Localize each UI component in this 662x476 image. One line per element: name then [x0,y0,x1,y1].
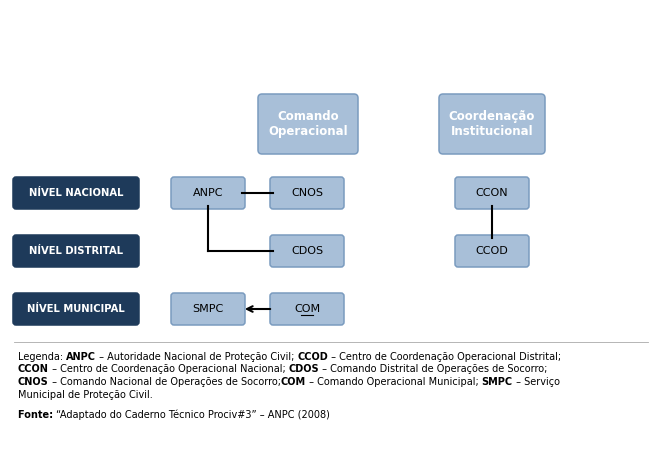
FancyBboxPatch shape [13,293,139,325]
FancyBboxPatch shape [13,177,139,209]
Text: CNOS: CNOS [18,377,49,387]
Text: – Comando Distrital de Operações de Socorro;: – Comando Distrital de Operações de Soco… [319,365,547,375]
Text: Fonte:: Fonte: [18,410,56,420]
FancyBboxPatch shape [439,94,545,154]
Text: Coordenação
Institucional: Coordenação Institucional [449,110,535,138]
Text: CNOS: CNOS [291,188,323,198]
Text: – Autoridade Nacional de Proteção Civil;: – Autoridade Nacional de Proteção Civil; [96,352,298,362]
Text: CCON: CCON [476,188,508,198]
Text: CCON: CCON [18,365,49,375]
Text: SMPC: SMPC [482,377,513,387]
Text: Legenda:: Legenda: [18,352,66,362]
Text: SMPC: SMPC [193,304,224,314]
FancyBboxPatch shape [171,177,245,209]
Text: – Comando Nacional de Operações de Socorro;: – Comando Nacional de Operações de Socor… [49,377,281,387]
FancyBboxPatch shape [171,293,245,325]
FancyBboxPatch shape [455,235,529,267]
FancyBboxPatch shape [270,235,344,267]
Text: – Centro de Coordenação Operacional Nacional;: – Centro de Coordenação Operacional Naci… [49,365,289,375]
Text: ANPC: ANPC [193,188,223,198]
Text: – Centro de Coordenação Operacional Distrital;: – Centro de Coordenação Operacional Dist… [328,352,561,362]
Text: NÍVEL MUNICIPAL: NÍVEL MUNICIPAL [27,304,125,314]
FancyBboxPatch shape [270,293,344,325]
Text: COM: COM [294,304,320,314]
Text: CCOD: CCOD [475,246,508,256]
Text: – Serviço: – Serviço [513,377,560,387]
Text: “Adaptado do Caderno Técnico Prociv#3” – ANPC (2008): “Adaptado do Caderno Técnico Prociv#3” –… [56,410,330,420]
Text: COM: COM [281,377,306,387]
Text: CDOS: CDOS [291,246,323,256]
Text: CCOD: CCOD [298,352,328,362]
FancyBboxPatch shape [270,177,344,209]
Text: – Comando Operacional Municipal;: – Comando Operacional Municipal; [306,377,482,387]
Text: CDOS: CDOS [289,365,319,375]
Text: Comando
Operacional: Comando Operacional [268,110,348,138]
Text: NÍVEL NACIONAL: NÍVEL NACIONAL [28,188,123,198]
Text: ANPC: ANPC [66,352,96,362]
FancyBboxPatch shape [13,235,139,267]
FancyBboxPatch shape [258,94,358,154]
Text: Municipal de Proteção Civil.: Municipal de Proteção Civil. [18,389,153,399]
FancyBboxPatch shape [455,177,529,209]
Text: NÍVEL DISTRITAL: NÍVEL DISTRITAL [29,246,123,256]
